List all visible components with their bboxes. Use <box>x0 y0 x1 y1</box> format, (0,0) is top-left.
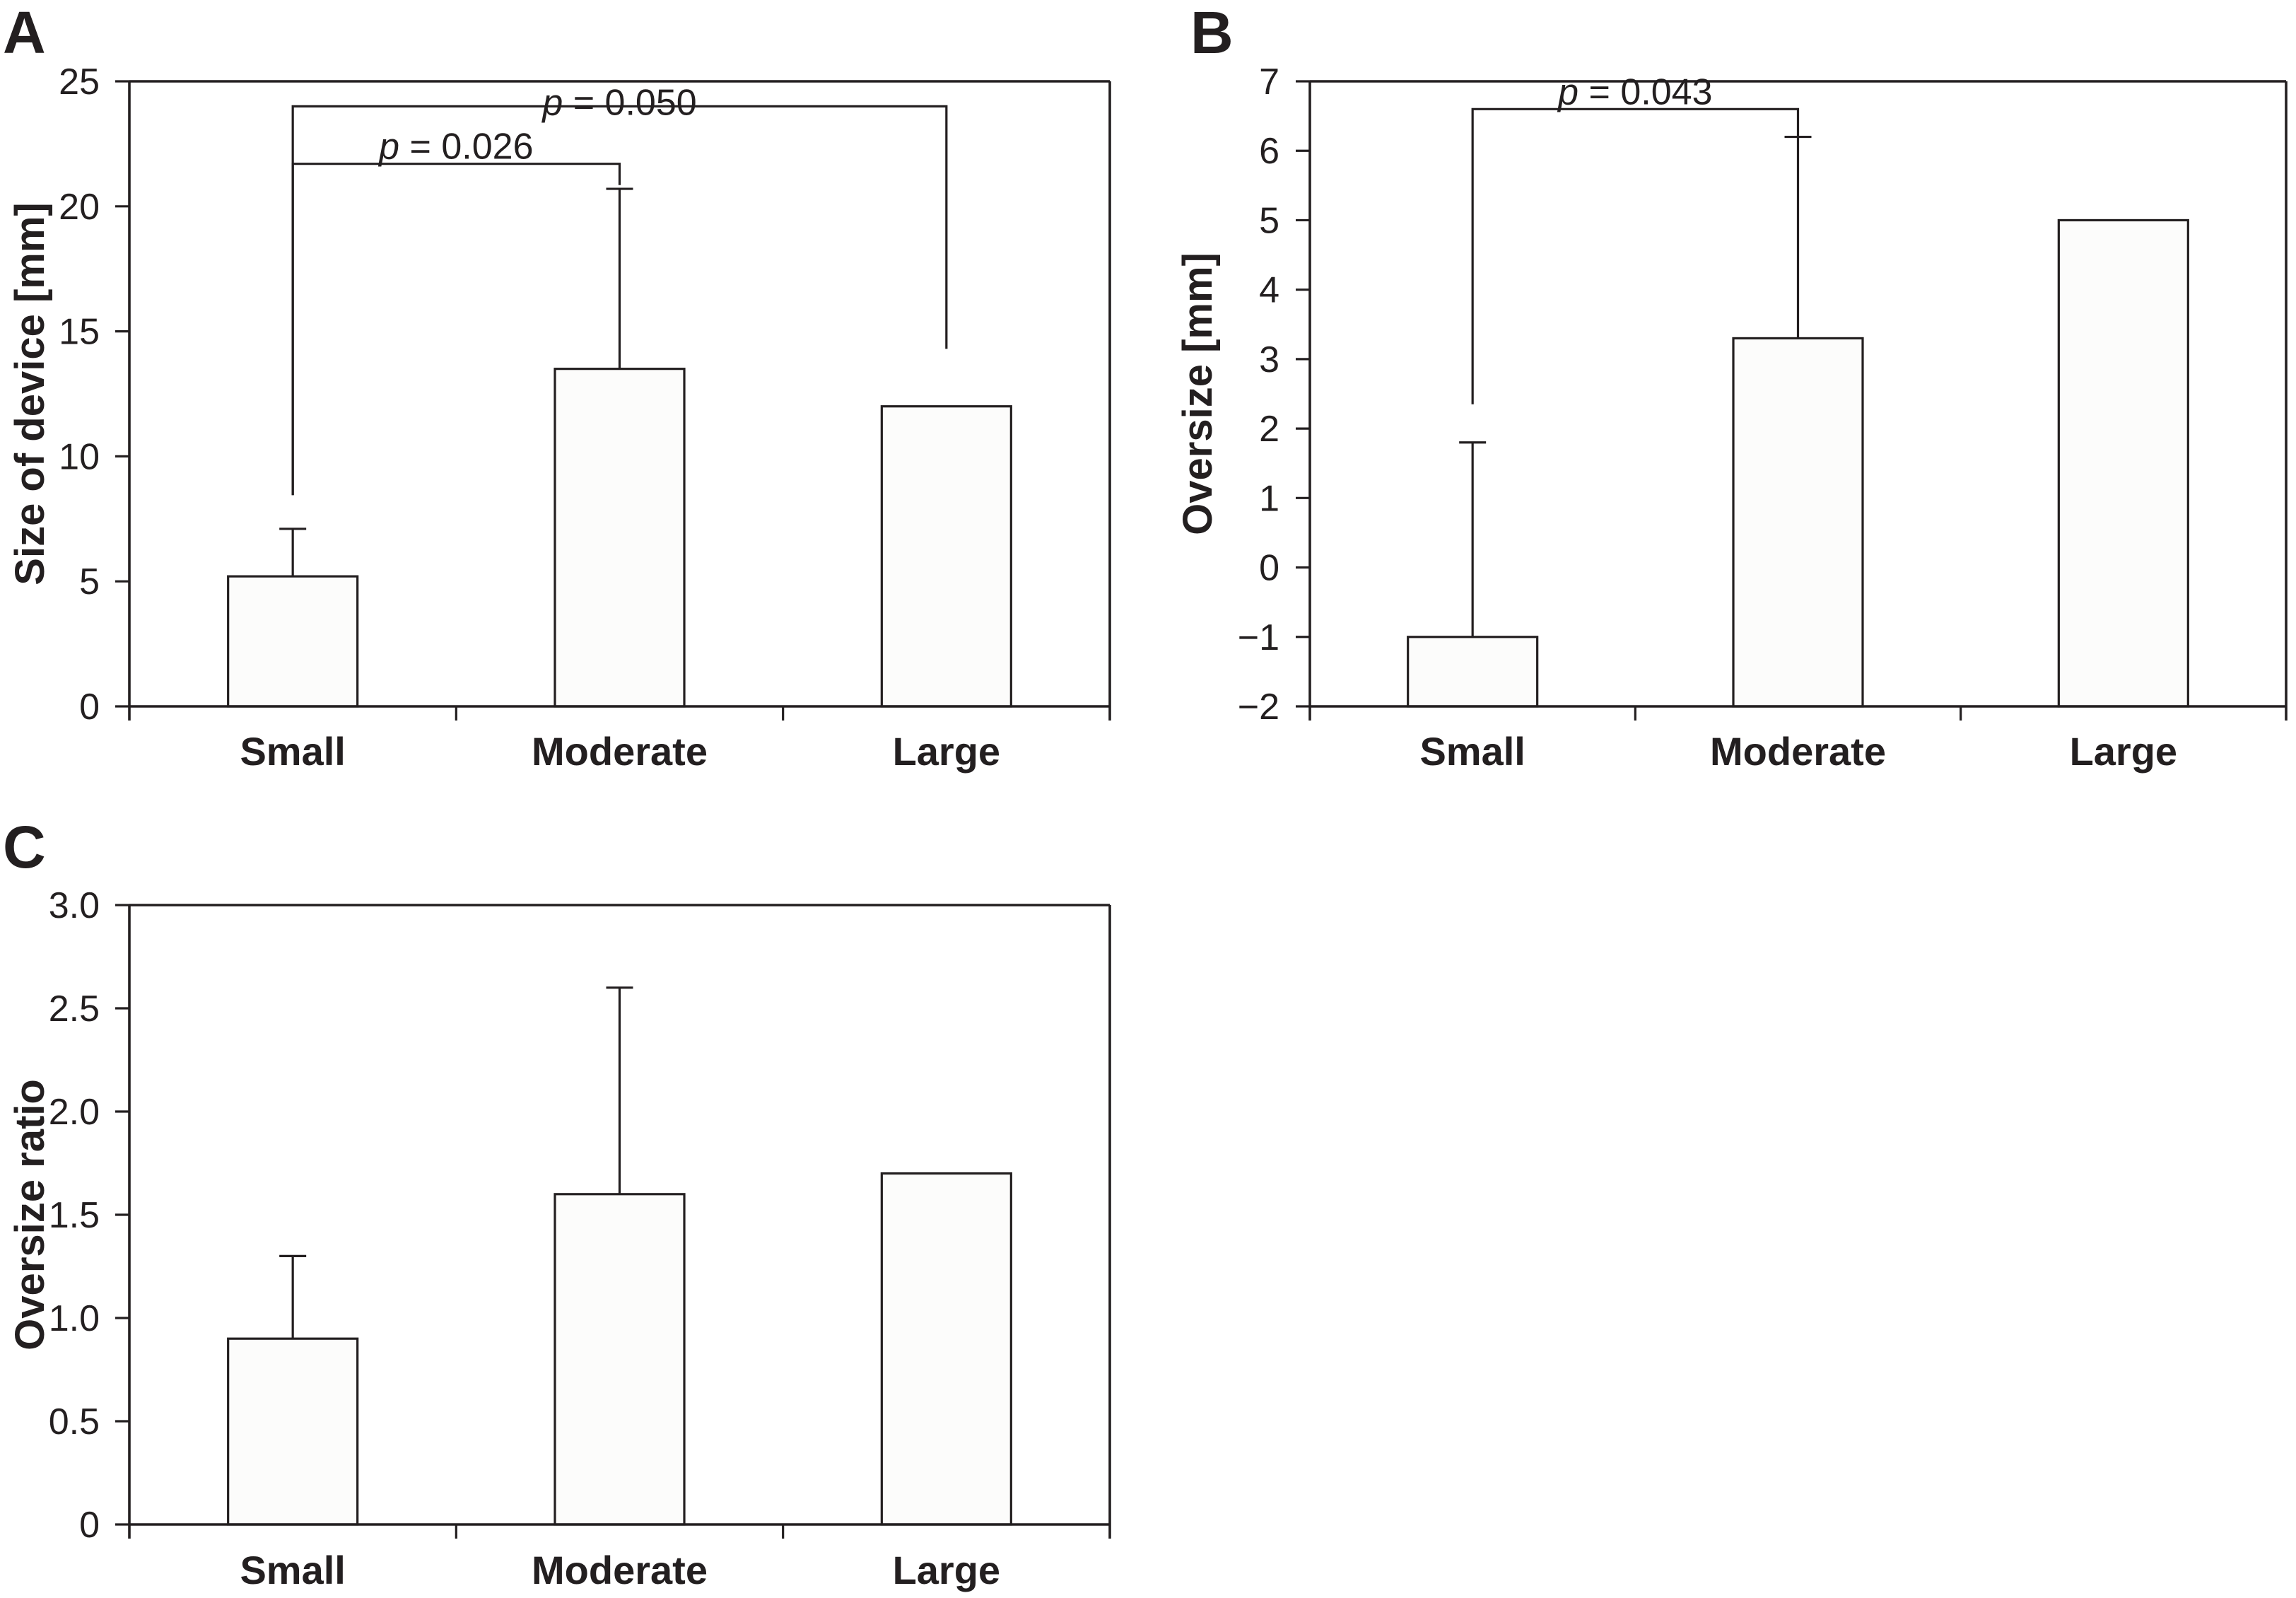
error-bars-group <box>279 187 633 577</box>
panel-b-label: B <box>1190 0 1234 66</box>
y-tick-label: 1.0 <box>49 1298 100 1339</box>
y-tick-label: 0 <box>79 1505 100 1546</box>
category-label-small: Small <box>1419 729 1525 774</box>
y-tick-label: 0 <box>79 687 100 728</box>
category-label-moderate: Moderate <box>532 1548 708 1592</box>
category-labels-group: Small Moderate Large <box>1419 729 2177 774</box>
p-value-label: p = 0.050 <box>541 82 696 123</box>
panel-a-label: A <box>3 0 46 66</box>
category-label-large: Large <box>893 729 1001 774</box>
x-ticks-group <box>455 706 785 721</box>
significance-bracket <box>291 105 948 496</box>
plot-box <box>1308 80 2288 721</box>
y-tick-label: 2 <box>1259 409 1279 450</box>
bar-moderate <box>1732 337 1864 708</box>
y-tick-label: −1 <box>1238 617 1279 658</box>
y-tick-label: 4 <box>1259 270 1279 311</box>
x-ticks-group <box>1634 706 1962 721</box>
y-tick-label: 7 <box>1259 62 1279 103</box>
y-tick-label: 1 <box>1259 478 1279 519</box>
y-tick-label: 5 <box>1259 200 1279 241</box>
plot-box <box>128 80 1111 721</box>
p-value-label: p = 0.026 <box>377 127 533 168</box>
bar-moderate <box>554 368 686 708</box>
error-bars-group <box>279 986 633 1339</box>
significance-bracket <box>1471 107 1800 404</box>
y-tick-label: 6 <box>1259 131 1279 172</box>
y-ticks-group: 0 0.5 1.0 1.5 2.0 2.5 3.0 <box>49 885 129 1546</box>
y-tick-label: −2 <box>1238 687 1279 728</box>
bar-large <box>2057 218 2189 708</box>
y-tick-label: 0 <box>1259 548 1279 589</box>
category-label-moderate: Moderate <box>1710 729 1886 774</box>
p-value-label: p = 0.043 <box>1557 71 1712 112</box>
y-tick-label: 0.5 <box>49 1401 100 1442</box>
category-labels-group: Small Moderate Large <box>240 729 1000 774</box>
bar-large <box>880 405 1012 708</box>
y-axis-title: Size of device [mm] <box>7 202 53 585</box>
y-tick-label: 2.5 <box>49 988 100 1030</box>
category-label-moderate: Moderate <box>532 729 708 774</box>
category-label-small: Small <box>240 1548 345 1592</box>
bar-small <box>227 1337 359 1526</box>
bar-small <box>227 575 359 708</box>
bar-small <box>1407 636 1539 708</box>
panel-c-label: C <box>3 814 46 880</box>
y-tick-label: 1.5 <box>49 1195 100 1236</box>
bars-group <box>227 368 1012 708</box>
panel-b-chart: p = 0.043 −2 −1 0 1 2 3 4 5 6 7 Small Moderate Large O… <box>1175 62 2288 774</box>
y-tick-label: 15 <box>59 312 100 353</box>
category-label-small: Small <box>240 729 345 774</box>
panel-c-chart: 0 0.5 1.0 1.5 2.0 2.5 3.0 Small Moderate Large Ove… <box>7 885 1111 1592</box>
bars-group <box>227 1172 1012 1526</box>
bar-moderate <box>554 1193 686 1526</box>
bar-large <box>880 1172 1012 1526</box>
y-tick-label: 5 <box>79 561 100 602</box>
y-tick-label: 10 <box>59 436 100 477</box>
category-label-large: Large <box>2070 729 2178 774</box>
y-axis-title: Oversize ratio <box>7 1079 53 1351</box>
plot-box <box>128 904 1111 1539</box>
y-tick-label: 3.0 <box>49 885 100 926</box>
y-tick-label: 3 <box>1259 339 1279 380</box>
y-tick-label: 25 <box>59 62 100 103</box>
x-ticks-group <box>455 1524 785 1539</box>
y-axis-title: Oversize [mm] <box>1175 252 1221 535</box>
category-label-large: Large <box>893 1548 1001 1592</box>
y-ticks-group: −2 −1 0 1 2 3 4 5 6 7 <box>1238 62 1310 728</box>
y-tick-label: 20 <box>59 187 100 228</box>
category-labels-group: Small Moderate Large <box>240 1548 1000 1592</box>
y-ticks-group: 0 5 10 15 20 25 <box>59 62 129 728</box>
bars-group <box>1407 218 2189 708</box>
y-tick-label: 2.0 <box>49 1092 100 1133</box>
